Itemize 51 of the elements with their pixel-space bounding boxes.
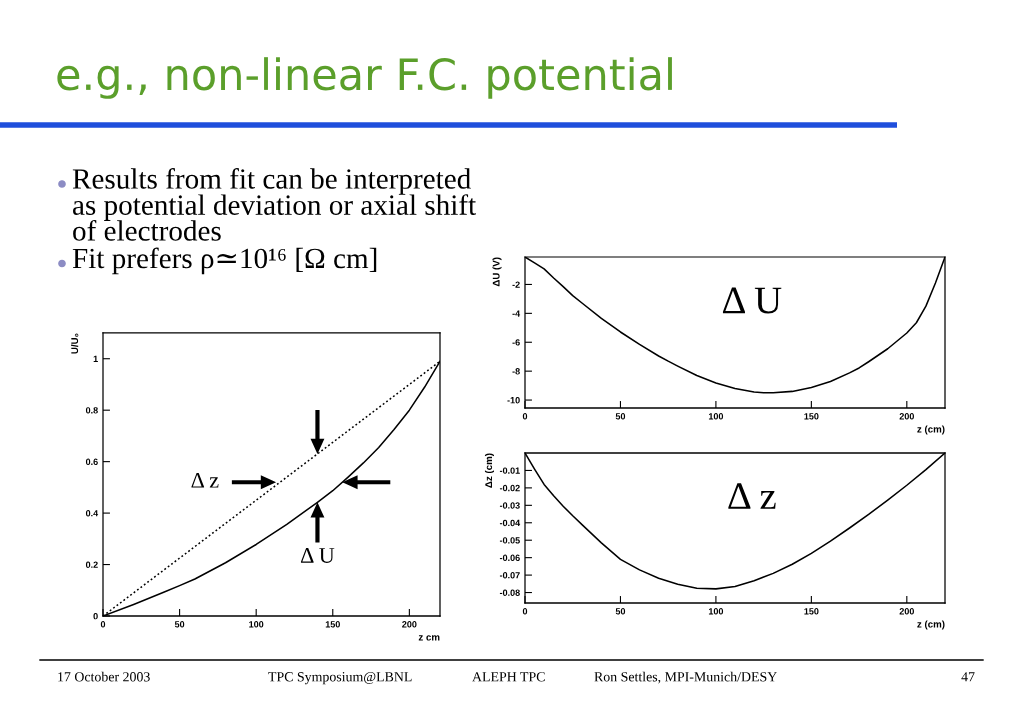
x-tick-label: 0: [522, 413, 528, 420]
text: e.g., non-linear F.C. potential: [57, 57, 672, 99]
text: 47: [961, 672, 975, 682]
y-tick-label: 0.4: [85, 510, 99, 517]
x-tick-label: 100: [249, 621, 264, 628]
x-tick-label: 50: [615, 608, 626, 615]
x-tick-label: 50: [174, 621, 185, 628]
x-tick-label: 200: [402, 621, 417, 628]
annotation: Δ z: [191, 472, 219, 488]
y-axis-title: ΔU (V): [492, 257, 502, 287]
x-tick-label: 150: [325, 621, 340, 628]
y-tick-label: -2: [512, 281, 520, 288]
annotation: Δ z: [728, 483, 776, 509]
text: 17 October 2003: [58, 671, 150, 682]
y-tick-label: -10: [507, 397, 520, 404]
x-tick-label: 100: [708, 413, 724, 420]
y-axis-title: Δz (cm): [484, 453, 495, 488]
x-axis-title: z (cm): [917, 620, 945, 630]
x-tick-label: 0: [522, 608, 528, 615]
y-tick-label: -4: [512, 310, 521, 317]
x-tick-label: 150: [804, 608, 819, 615]
text: ALEPH TPC: [472, 672, 545, 682]
y-tick-label: -0.04: [499, 519, 521, 527]
x-tick-label: 200: [899, 608, 914, 615]
x-tick-label: 200: [899, 413, 914, 420]
y-tick-label: -0.08: [499, 589, 520, 596]
y-tick-label: 0.6: [85, 458, 98, 465]
text: Ron Settles, MPI-Munich/DESY: [594, 671, 777, 684]
y-tick-label: -0.07: [499, 572, 520, 579]
y-tick-label: 0.2: [85, 561, 98, 568]
y-tick-label: -8: [512, 368, 520, 375]
y-tick-label: -0.06: [499, 554, 520, 562]
y-tick-label: -0.05: [499, 537, 520, 544]
x-tick-label: 100: [708, 608, 724, 615]
y-tick-label: -0.01: [499, 467, 520, 474]
x-tick-label: 150: [804, 413, 819, 420]
text: Results from fit can be interpreted as potential deviation or axial shift of electrodes: [72, 168, 477, 241]
x-axis-title: z (cm): [917, 425, 945, 435]
y-tick-label: 1: [93, 355, 98, 362]
y-tick-label: -0.02: [499, 484, 520, 492]
text: TPC Symposium@LBNL: [268, 672, 412, 685]
x-axis-title: z cm: [418, 635, 440, 641]
y-tick-label: 0.8: [85, 407, 98, 414]
annotation: Δ U: [722, 287, 782, 314]
y-tick-label: -6: [512, 339, 520, 346]
annotation: Δ U: [300, 548, 335, 563]
x-tick-label: 0: [100, 621, 106, 628]
text: Fit prefers ρ≃10¹⁶ [Ω cm]: [72, 247, 377, 275]
x-tick-label: 50: [615, 413, 626, 420]
y-axis-title: U/U₀: [70, 333, 79, 354]
y-tick-label: -0.03: [499, 502, 520, 509]
